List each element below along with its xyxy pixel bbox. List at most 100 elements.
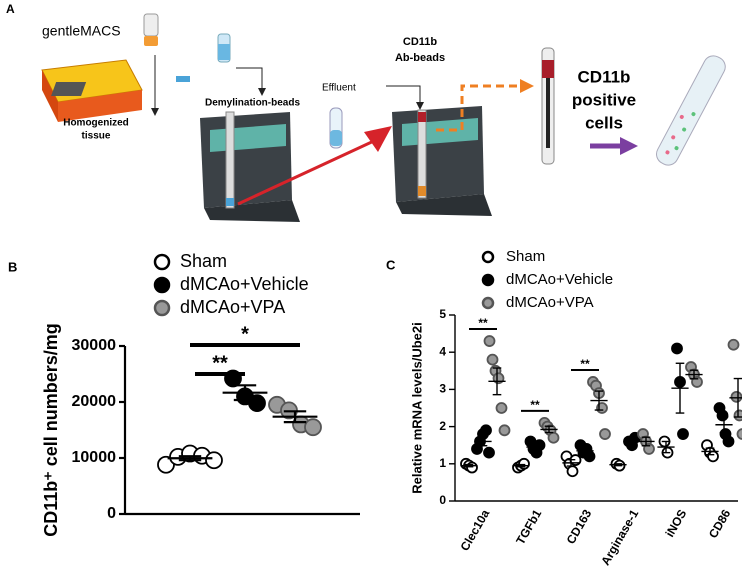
tube <box>656 55 726 166</box>
arrow <box>236 67 263 92</box>
point <box>205 451 223 470</box>
y-tick-label: 1 <box>439 456 446 470</box>
stand-base <box>204 200 300 222</box>
significance-label: ** <box>530 398 540 412</box>
point <box>480 424 492 437</box>
label: Homogenized <box>63 118 129 129</box>
arrowhead <box>258 88 266 96</box>
legend-label: Sham <box>506 248 545 265</box>
point <box>498 424 511 437</box>
column <box>417 109 427 199</box>
cell <box>679 114 684 119</box>
x-tick-label: CD163 <box>564 507 595 547</box>
arrowhead <box>416 102 424 110</box>
column <box>225 111 235 209</box>
column-content <box>418 186 426 196</box>
tube-content <box>218 44 230 60</box>
y-tick-label: 5 <box>439 307 446 321</box>
label: Demylination-beads <box>205 98 300 109</box>
significance-label: ** <box>580 357 590 371</box>
tube-content <box>542 60 554 78</box>
legend-marker <box>481 250 495 264</box>
x-tick-label: TGFb1 <box>513 507 544 547</box>
legend-marker <box>153 299 171 317</box>
panel-label: C <box>386 257 396 272</box>
tube-content <box>330 130 342 146</box>
point <box>736 428 742 440</box>
column-content <box>226 198 234 206</box>
point <box>304 418 322 437</box>
machine <box>42 70 58 122</box>
x-tick-label: Clec10a <box>458 507 493 554</box>
label: Effluent <box>322 83 356 94</box>
tube-cap <box>144 36 158 46</box>
y-tick-label: 4 <box>439 344 446 358</box>
label: tissue <box>82 131 111 142</box>
y-tick-label: 30000 <box>72 337 117 354</box>
cell <box>691 112 696 117</box>
y-tick-label: 0 <box>439 493 446 507</box>
screen <box>51 82 87 96</box>
panel-a: A gentleMACS Homogenized tissue Demylina… <box>6 2 726 222</box>
panel-label: A <box>6 2 15 16</box>
legend-marker <box>481 273 495 287</box>
label: Ab-beads <box>395 52 445 64</box>
arrowhead <box>151 108 159 116</box>
point <box>483 446 495 459</box>
y-axis-label: CD11b⁺ cell numbers/mg <box>41 323 61 537</box>
y-tick-label: 20000 <box>72 393 117 410</box>
significance-label: * <box>241 323 249 345</box>
x-tick-label: Arginase-1 <box>598 507 641 568</box>
point <box>677 428 689 440</box>
y-tick-label: 10000 <box>72 449 117 466</box>
arrowhead <box>620 137 638 155</box>
legend-label: dMCAo+VPA <box>506 294 594 311</box>
point <box>730 390 742 403</box>
legend-label: dMCAo+Vehicle <box>506 271 613 288</box>
machine <box>58 90 142 122</box>
panel-label: B <box>8 259 17 274</box>
legend-marker <box>153 276 171 294</box>
stand-base <box>396 194 492 216</box>
point <box>483 335 496 347</box>
label: cells <box>585 113 623 132</box>
cell <box>674 146 679 151</box>
legend-marker <box>481 296 495 310</box>
point <box>248 394 266 413</box>
arrow <box>237 138 377 206</box>
y-tick-label: 0 <box>107 505 116 522</box>
point <box>727 338 740 351</box>
x-tick-label: CD86 <box>706 507 734 541</box>
arrowhead <box>364 126 392 152</box>
point <box>671 342 683 355</box>
label: gentleMACS <box>42 23 121 39</box>
final-tube <box>656 55 726 166</box>
legend-marker <box>153 253 171 271</box>
point <box>599 428 611 440</box>
arrow <box>436 84 520 132</box>
cell <box>665 150 670 155</box>
arrowhead <box>520 79 534 93</box>
plunger <box>546 78 550 148</box>
y-axis-label: Relative mRNA levels/Ube2i <box>409 322 424 493</box>
arrow <box>386 85 421 106</box>
point <box>722 435 735 448</box>
tube <box>143 13 159 37</box>
y-tick-label: 2 <box>439 419 446 433</box>
point <box>486 353 499 366</box>
cell <box>682 127 687 132</box>
y-tick-label: 3 <box>439 382 446 396</box>
significance-label: ** <box>478 316 488 330</box>
column-content <box>418 112 426 122</box>
significance-label: ** <box>212 352 228 374</box>
legend-label: dMCAo+Vehicle <box>180 274 309 294</box>
label: CD11b <box>403 36 438 48</box>
legend-label: Sham <box>180 251 227 271</box>
point <box>547 431 560 444</box>
point <box>566 465 579 478</box>
label: positive <box>572 90 636 109</box>
charts: B 0 10000 20000 30000 CD11b⁺ cell numbers/mg S… <box>8 248 742 568</box>
point <box>716 409 729 422</box>
point <box>495 402 508 414</box>
